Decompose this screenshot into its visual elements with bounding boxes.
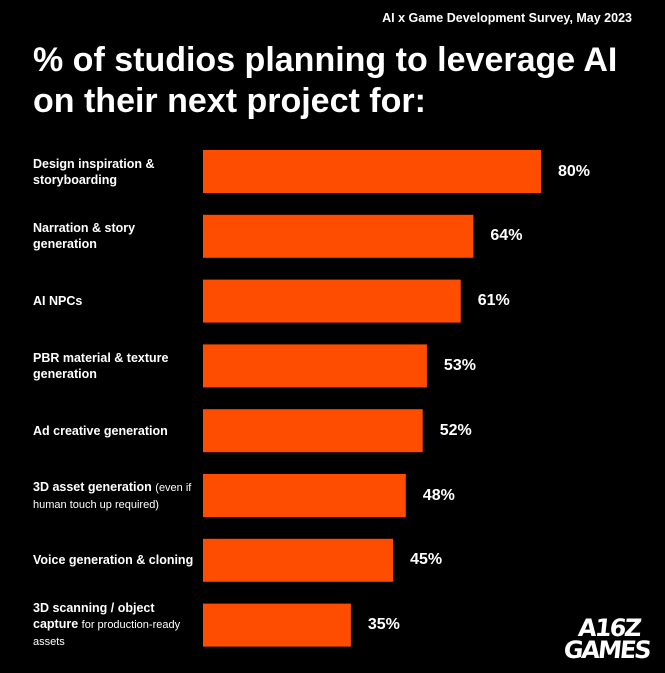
category-label-text: PBR material & texture generation bbox=[33, 350, 169, 381]
category-label-3: AI NPCs bbox=[33, 280, 198, 323]
value-label-1: 80% bbox=[558, 162, 591, 180]
survey-label: AI x Game Development Survey, May 2023 bbox=[382, 11, 632, 25]
chart-title: % of studios planning to leverage AI on … bbox=[33, 41, 618, 120]
value-label-8: 35% bbox=[367, 616, 400, 634]
bar-4 bbox=[203, 344, 427, 388]
value-label-3: 61% bbox=[477, 292, 510, 310]
logo-line2: GAMES bbox=[562, 636, 652, 664]
category-label-text: 3D scanning / object capture bbox=[33, 601, 155, 632]
category-label-text: Design inspiration & storyboarding bbox=[33, 156, 155, 187]
category-label-5: Ad creative generation bbox=[33, 409, 198, 452]
category-label-text: 3D asset generation bbox=[33, 479, 152, 494]
bar-6 bbox=[203, 474, 406, 517]
bar-5 bbox=[203, 409, 423, 453]
category-label-7: Voice generation & cloning bbox=[33, 539, 198, 582]
bar-8 bbox=[203, 603, 351, 647]
category-label-4: PBR material & texture generation bbox=[33, 344, 198, 387]
category-label-text: Ad creative generation bbox=[33, 423, 168, 438]
bar-2 bbox=[203, 214, 474, 258]
category-note: (even if human touch up required) bbox=[33, 481, 192, 511]
category-label-text: AI NPCs bbox=[33, 294, 83, 309]
value-label-2: 64% bbox=[490, 227, 523, 245]
value-label-6: 48% bbox=[422, 486, 455, 504]
a16z-games-logo: A16Z GAMES bbox=[562, 614, 653, 664]
category-label-6: 3D asset generation (even if human touch… bbox=[33, 474, 198, 517]
value-label-4: 53% bbox=[443, 356, 476, 374]
category-label-2: Narration & story generation bbox=[33, 215, 198, 258]
value-label-5: 52% bbox=[439, 421, 472, 439]
category-label-8: 3D scanning / object capture for product… bbox=[33, 601, 198, 649]
category-label-text: Narration & story generation bbox=[33, 221, 136, 252]
category-label-text: Voice generation & cloning bbox=[33, 553, 194, 568]
category-label-1: Design inspiration & storyboarding bbox=[33, 150, 198, 193]
bar-7 bbox=[203, 538, 394, 582]
bar-3 bbox=[203, 279, 461, 323]
bar-1 bbox=[203, 150, 541, 193]
value-label-7: 45% bbox=[410, 551, 443, 569]
category-note: for production-ready assets bbox=[33, 619, 181, 649]
